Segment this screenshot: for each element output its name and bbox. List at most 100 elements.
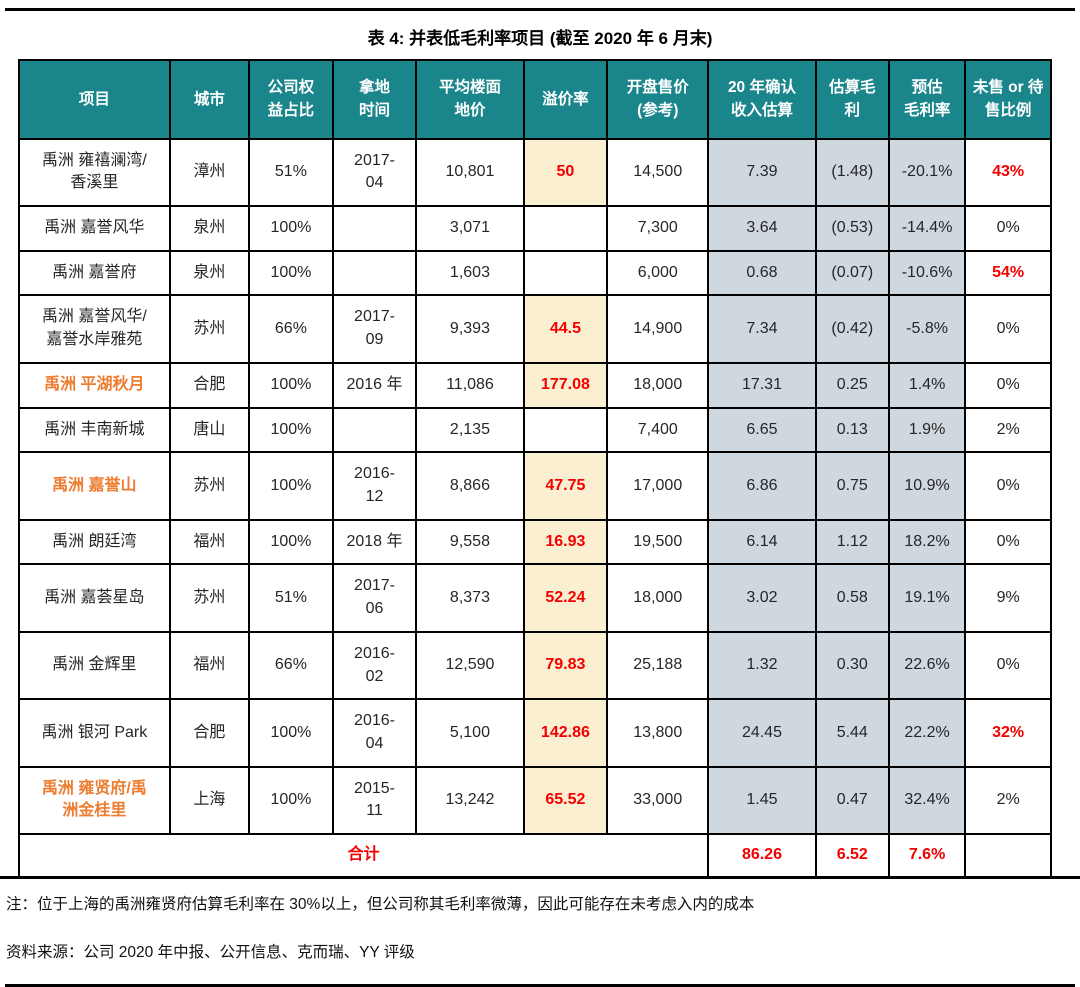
cell-premium: 142.86 [522,698,609,768]
cell-premium [522,406,609,454]
table-row: 禹洲 朗廷湾 福州 100% 2018 年 9,558 16.93 19,500 6.14 1.… [18,518,1052,566]
cell-floor_price: 9,393 [415,294,525,364]
cell-gross_margin: 32.4% [887,765,967,836]
cell-open_price: 18,000 [606,563,710,633]
cell-project: 禹洲 银河 Park [18,698,171,768]
bottom-divider [5,983,1075,987]
cell-revenue: 0.68 [707,249,817,297]
cell-open_price: 17,000 [606,451,710,521]
cell-land_date: 2015- 11 [331,765,418,836]
cell-equity: 100% [248,406,334,454]
cell-gross_margin: 18.2% [887,518,967,566]
cell-premium: 44.5 [522,294,609,364]
header-cell-floor_price: 平均楼面 地价 [415,59,525,140]
table-row: 禹洲 丰南新城 唐山 100% 2,135 7,400 6.65 0.13 1.9% 2% [18,406,1052,454]
cell-gross_margin: 22.6% [887,630,967,701]
cell-land_date: 2016- 12 [331,451,418,521]
cell-city: 福州 [168,630,251,701]
table-bottom-divider [0,875,1080,879]
cell-land_date: 2017- 04 [331,137,418,207]
cell-unsold: 0% [964,451,1052,521]
cell-equity: 100% [248,518,334,566]
cell-floor_price: 2,135 [415,406,525,454]
cell-unsold: 0% [964,361,1052,409]
cell-premium [522,204,609,252]
table-row: 禹洲 嘉誉府 泉州 100% 1,603 6,000 0.68 (0.07) -10.6% 54… [18,249,1052,297]
cell-floor_price: 11,086 [415,361,525,409]
cell-project: 禹洲 金辉里 [18,630,171,701]
cell-project: 禹洲 嘉誉风华/ 嘉誉水岸雅苑 [18,294,171,364]
table-row: 禹洲 嘉荟星岛 苏州 51% 2017- 06 8,373 52.24 18,000 3.02… [18,563,1052,633]
cell-gross_profit: 0.25 [814,361,890,409]
cell-unsold: 0% [964,630,1052,701]
cell-gross_margin: -14.4% [887,204,967,252]
cell-city: 唐山 [168,406,251,454]
cell-premium: 177.08 [522,361,609,409]
cell-floor_price: 1,603 [415,249,525,297]
total-cell-gross_profit: 6.52 [814,833,890,878]
cell-revenue: 3.64 [707,204,817,252]
cell-project: 禹洲 嘉荟星岛 [18,563,171,633]
cell-project: 禹洲 雍贤府/禹 洲金桂里 [18,765,171,836]
source-text: 资料来源：公司 2020 年中报、公开信息、克而瑞、YY 评级 [6,943,415,961]
cell-land_date: 2016 年 [331,361,418,409]
header-cell-gross_profit: 估算毛 利 [814,59,890,140]
cell-equity: 66% [248,294,334,364]
cell-revenue: 24.45 [707,698,817,768]
table-row: 禹洲 银河 Park 合肥 100% 2016- 04 5,100 142.86 13,80… [18,698,1052,768]
cell-project: 禹洲 丰南新城 [18,406,171,454]
cell-equity: 100% [248,451,334,521]
cell-land_date [331,406,418,454]
cell-revenue: 6.86 [707,451,817,521]
cell-floor_price: 10,801 [415,137,525,207]
cell-floor_price: 9,558 [415,518,525,566]
cell-gross_margin: 1.4% [887,361,967,409]
cell-gross_margin: -20.1% [887,137,967,207]
cell-unsold: 43% [964,137,1052,207]
header-row: 项目 城市 公司权 益占比 拿地 时间 平均楼面 地价 溢价率 开盘售价 (参考) 20 年确… [18,59,1052,140]
table-row: 禹洲 嘉誉风华 泉州 100% 3,071 7,300 3.64 (0.53) -14.4% 0… [18,204,1052,252]
cell-revenue: 6.14 [707,518,817,566]
cell-city: 苏州 [168,451,251,521]
cell-equity: 51% [248,137,334,207]
cell-gross_profit: 0.47 [814,765,890,836]
cell-city: 合肥 [168,698,251,768]
cell-gross_profit: (1.48) [814,137,890,207]
cell-unsold: 0% [964,294,1052,364]
cell-revenue: 1.45 [707,765,817,836]
cell-floor_price: 5,100 [415,698,525,768]
header-cell-equity: 公司权 益占比 [248,59,334,140]
cell-city: 上海 [168,765,251,836]
cell-city: 泉州 [168,204,251,252]
cell-revenue: 1.32 [707,630,817,701]
cell-premium: 65.52 [522,765,609,836]
cell-open_price: 14,500 [606,137,710,207]
cell-project: 禹洲 嘉誉府 [18,249,171,297]
cell-city: 苏州 [168,294,251,364]
total-cell-revenue: 86.26 [707,833,817,878]
cell-revenue: 3.02 [707,563,817,633]
cell-city: 苏州 [168,563,251,633]
top-divider [5,8,1075,11]
cell-unsold: 9% [964,563,1052,633]
cell-city: 泉州 [168,249,251,297]
cell-city: 漳州 [168,137,251,207]
cell-land_date: 2018 年 [331,518,418,566]
cell-gross_profit: 0.58 [814,563,890,633]
table-row: 禹洲 雍贤府/禹 洲金桂里 上海 100% 2015- 11 13,242 65.52 33… [18,765,1052,836]
cell-equity: 100% [248,204,334,252]
cell-premium: 50 [522,137,609,207]
table-title: 表 4: 并表低毛利率项目 (截至 2020 年 6 月末) [367,29,713,48]
cell-open_price: 18,000 [606,361,710,409]
cell-gross_profit: (0.53) [814,204,890,252]
cell-unsold: 54% [964,249,1052,297]
total-cell-gross_margin: 7.6% [887,833,967,878]
cell-revenue: 17.31 [707,361,817,409]
cell-land_date: 2017- 06 [331,563,418,633]
total-label: 合计 [17,833,710,878]
cell-gross_profit: (0.07) [814,249,890,297]
cell-floor_price: 12,590 [415,630,525,701]
total-cell-unsold [964,833,1052,878]
cell-land_date: 2016- 02 [331,630,418,701]
cell-premium [522,249,609,297]
